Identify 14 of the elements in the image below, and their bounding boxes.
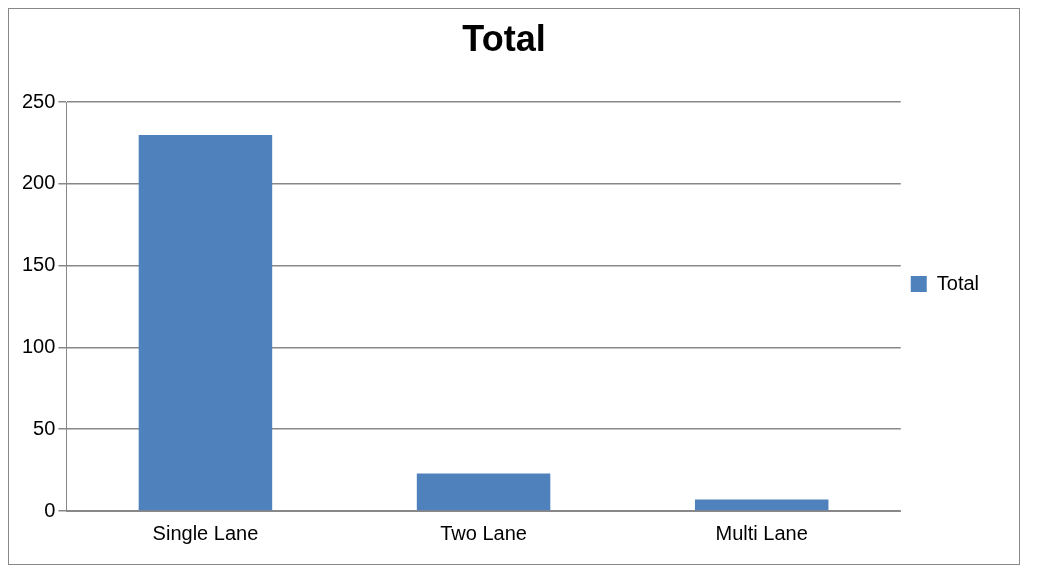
x-tick-label: Single Lane	[152, 521, 259, 544]
bar	[416, 473, 551, 511]
bar	[694, 499, 829, 511]
bar	[138, 134, 273, 511]
x-tick-label: Multi Lane	[715, 521, 808, 544]
y-tick-label: 100	[21, 335, 56, 357]
chart-title: Total	[462, 17, 546, 59]
legend-label: Total	[936, 271, 979, 294]
y-tick-label: 150	[21, 253, 56, 276]
y-tick-label: 0	[44, 498, 56, 521]
y-tick-label: 250	[21, 89, 56, 112]
y-tick-label: 200	[21, 171, 56, 194]
y-tick-label: 50	[33, 416, 56, 439]
x-tick-label: Two Lane	[440, 521, 527, 544]
